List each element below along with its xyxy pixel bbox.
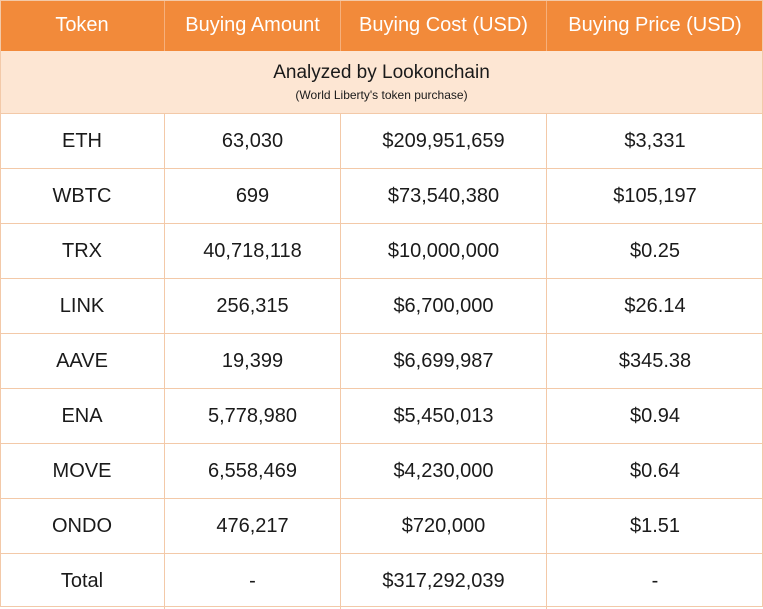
cell-buying-amount: 256,315 — [165, 279, 341, 334]
cell-buying-price: $0.94 — [547, 389, 763, 444]
cell-buying-price: $105,197 — [547, 169, 763, 224]
cell-buying-price: $3,331 — [547, 114, 763, 169]
cell-buying-cost: $10,000,000 — [341, 224, 547, 279]
table-row: WBTC 699 $73,540,380 $105,197 — [0, 169, 763, 224]
header-buying-price: Buying Price (USD) — [547, 0, 763, 51]
table-body: ETH 63,030 $209,951,659 $3,331 WBTC 699 $73,54… — [0, 114, 763, 609]
cell-buying-cost: $317,292,039 — [341, 554, 547, 609]
header-buying-amount: Buying Amount — [165, 0, 341, 51]
cell-token: Total — [0, 554, 165, 609]
table-row: AAVE 19,399 $6,699,987 $345.38 — [0, 334, 763, 389]
cell-buying-price: $345.38 — [547, 334, 763, 389]
cell-buying-cost: $720,000 — [341, 499, 547, 554]
cell-buying-amount: 63,030 — [165, 114, 341, 169]
table-header-row: Token Buying Amount Buying Cost (USD) Bu… — [0, 0, 763, 51]
cell-token: WBTC — [0, 169, 165, 224]
cell-buying-cost: $209,951,659 — [341, 114, 547, 169]
table-row: ETH 63,030 $209,951,659 $3,331 — [0, 114, 763, 169]
table-row: ENA 5,778,980 $5,450,013 $0.94 — [0, 389, 763, 444]
cell-buying-price: $26.14 — [547, 279, 763, 334]
cell-buying-price: $1.51 — [547, 499, 763, 554]
cell-buying-cost: $73,540,380 — [341, 169, 547, 224]
cell-buying-amount: - — [165, 554, 341, 609]
cell-buying-amount: 699 — [165, 169, 341, 224]
cell-buying-amount: 5,778,980 — [165, 389, 341, 444]
cell-token: MOVE — [0, 444, 165, 499]
cell-buying-cost: $4,230,000 — [341, 444, 547, 499]
table-row: TRX 40,718,118 $10,000,000 $0.25 — [0, 224, 763, 279]
cell-buying-price: $0.25 — [547, 224, 763, 279]
cell-buying-cost: $6,700,000 — [341, 279, 547, 334]
cell-token: AAVE — [0, 334, 165, 389]
cell-token: TRX — [0, 224, 165, 279]
cell-buying-amount: 6,558,469 — [165, 444, 341, 499]
banner-title: Analyzed by Lookonchain — [273, 62, 490, 83]
header-token: Token — [0, 0, 165, 51]
cell-buying-cost: $5,450,013 — [341, 389, 547, 444]
cell-buying-cost: $6,699,987 — [341, 334, 547, 389]
analysis-banner: Analyzed by Lookonchain (World Liberty's… — [0, 51, 763, 114]
cell-token: ENA — [0, 389, 165, 444]
cell-buying-amount: 19,399 — [165, 334, 341, 389]
cell-token: LINK — [0, 279, 165, 334]
table-row: MOVE 6,558,469 $4,230,000 $0.64 — [0, 444, 763, 499]
cell-token: ONDO — [0, 499, 165, 554]
table-row: Total - $317,292,039- — [0, 554, 763, 609]
banner-subtitle: (World Liberty's token purchase) — [295, 88, 468, 102]
cell-buying-amount: 476,217 — [165, 499, 341, 554]
table-row: ONDO 476,217 $720,000 $1.51 — [0, 499, 763, 554]
cell-token: ETH — [0, 114, 165, 169]
header-buying-cost: Buying Cost (USD) — [341, 0, 547, 51]
cell-buying-price: - — [651, 570, 659, 592]
cell-buying-price: $0.64 — [547, 444, 763, 499]
table-row: LINK 256,315 $6,700,000 $26.14 — [0, 279, 763, 334]
cell-buying-amount: 40,718,118 — [165, 224, 341, 279]
